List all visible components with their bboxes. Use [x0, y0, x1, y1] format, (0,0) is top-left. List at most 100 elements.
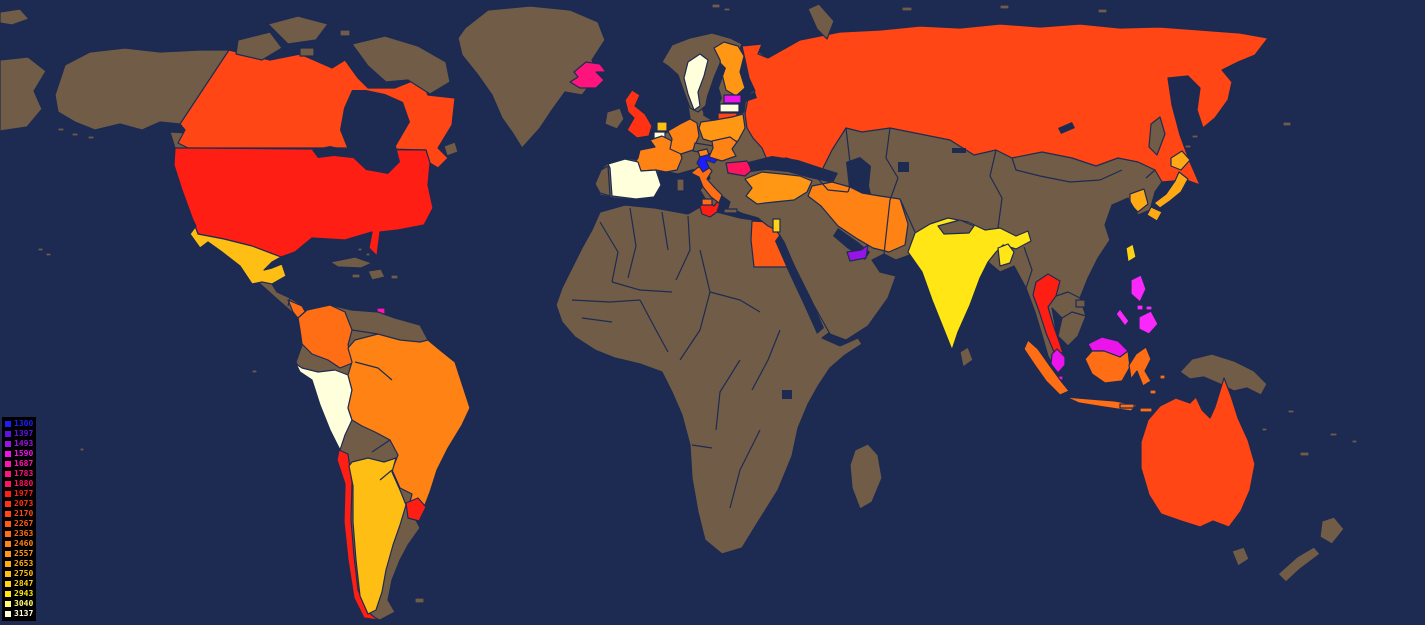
newfoundland — [443, 141, 459, 157]
legend-item: 3040 — [5, 599, 36, 609]
legend-swatch — [5, 551, 11, 557]
lake-balkhash — [952, 148, 966, 153]
nepal — [937, 219, 975, 235]
country-indonesia-sulawesi — [1128, 346, 1152, 387]
legend-item: 1687 — [5, 459, 36, 469]
country-indonesia-sumatra — [1023, 339, 1070, 396]
legend-value: 2267 — [14, 519, 34, 528]
legend-swatch — [5, 441, 11, 447]
country-peru — [295, 363, 353, 451]
legend-swatch — [5, 511, 11, 517]
country-taiwan — [1125, 243, 1137, 263]
legend-value: 3137 — [14, 609, 34, 618]
country-finland — [713, 41, 746, 97]
chukotka-west-edge — [0, 8, 47, 132]
country-uruguay — [405, 497, 427, 522]
aleutian-hawaii-islands — [37, 127, 95, 257]
new-zealand — [1277, 516, 1345, 583]
legend-value: 2847 — [14, 579, 34, 588]
country-indonesia-borneo — [1084, 350, 1131, 384]
arctic-russian-islands — [711, 3, 1108, 40]
country-iran — [807, 181, 909, 253]
baltic-sea — [703, 62, 757, 116]
legend-item: 1493 — [5, 439, 36, 449]
legend-swatch — [5, 591, 11, 597]
country-argentina — [348, 457, 407, 615]
legend-swatch — [5, 451, 11, 457]
country-thailand — [1032, 273, 1064, 354]
lake-victoria — [782, 390, 792, 399]
legend-swatch — [5, 431, 11, 437]
legend-value: 1687 — [14, 459, 34, 468]
legend-item: 2073 — [5, 499, 36, 509]
legend-swatch — [5, 471, 11, 477]
country-latvia — [719, 103, 740, 113]
legend-item: 2170 — [5, 509, 36, 519]
country-estonia — [723, 94, 742, 104]
legend-swatch — [5, 421, 11, 427]
america-internal-borders — [251, 283, 393, 481]
madagascar — [849, 443, 883, 510]
legend-value: 2073 — [14, 499, 34, 508]
ireland — [604, 107, 625, 130]
caribbean-islands — [329, 247, 399, 281]
sakhalin — [1148, 116, 1166, 156]
pacific-islands — [1261, 121, 1358, 457]
legend-value: 2557 — [14, 549, 34, 558]
country-iceland — [569, 61, 607, 89]
south-atlantic-islands — [79, 369, 425, 604]
legend-swatch — [5, 521, 11, 527]
legend-value: 2363 — [14, 529, 34, 538]
legend-item: 2363 — [5, 529, 36, 539]
legend-swatch — [5, 461, 11, 467]
legend-swatch — [5, 581, 11, 587]
legend-item: 1300 — [5, 419, 36, 429]
legend-swatch — [5, 611, 11, 617]
legend-item: 2653 — [5, 559, 36, 569]
country-italy — [690, 163, 723, 204]
country-malaysia-peninsular — [1050, 348, 1066, 374]
legend-swatch — [5, 501, 11, 507]
tasmania — [1231, 546, 1250, 567]
africa-base — [555, 189, 863, 555]
country-uae — [846, 244, 869, 262]
greenland — [457, 5, 606, 149]
legend: 1300 1397 1493 1590 1687 1783 1880 1977 2073 2170… — [2, 417, 36, 621]
country-netherlands — [656, 121, 668, 132]
legend-value: 2943 — [14, 589, 34, 598]
country-usa — [173, 147, 434, 258]
legend-value: 2460 — [14, 539, 34, 548]
africa-internal-borders — [571, 207, 781, 509]
country-turkey — [744, 171, 813, 205]
legend-value: 1493 — [14, 439, 34, 448]
country-slovakia-hungary — [708, 136, 738, 162]
legend-item: 2557 — [5, 549, 36, 559]
new-guinea — [1179, 353, 1268, 396]
legend-value: 2170 — [14, 509, 34, 518]
legend-swatch — [5, 531, 11, 537]
country-japan — [1146, 150, 1191, 222]
kuril-islands — [1184, 134, 1199, 149]
legend-item: 1977 — [5, 489, 36, 499]
country-philippines — [1115, 274, 1159, 335]
legend-item: 1590 — [5, 449, 36, 459]
asia-internal-borders — [811, 127, 1156, 319]
legend-item: 2750 — [5, 569, 36, 579]
legend-item: 2943 — [5, 589, 36, 599]
legend-swatch — [5, 561, 11, 567]
country-colombia — [297, 304, 356, 369]
legend-item: 2267 — [5, 519, 36, 529]
legend-item: 1397 — [5, 429, 36, 439]
hainan — [1075, 299, 1086, 308]
country-bulgaria — [725, 160, 753, 177]
legend-value: 2653 — [14, 559, 34, 568]
country-uk — [624, 89, 653, 139]
legend-value: 1880 — [14, 479, 34, 488]
country-bangladesh — [997, 243, 1015, 267]
legend-swatch — [5, 571, 11, 577]
great-lakes — [312, 146, 368, 158]
country-poland — [698, 113, 746, 145]
sardinia — [676, 178, 685, 192]
crete — [723, 208, 738, 214]
